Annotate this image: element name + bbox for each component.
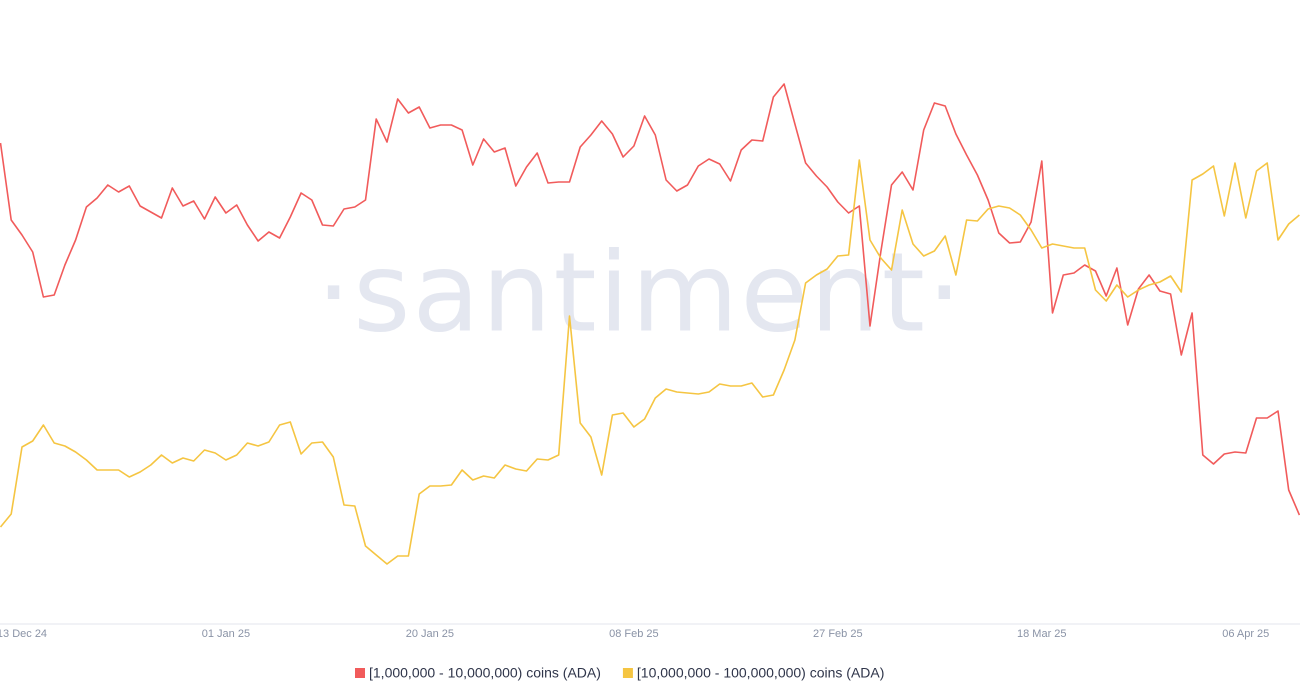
x-tick-label: 01 Jan 25 [202, 628, 250, 640]
x-tick-label: 18 Mar 25 [1017, 628, 1067, 640]
series-line [0, 83, 1300, 516]
series-line [0, 159, 1300, 565]
legend-label: [1,000,000 - 10,000,000) coins (ADA) [369, 665, 601, 681]
watermark: ·santiment· [316, 228, 964, 356]
legend-swatch [622, 668, 633, 678]
legend-swatch [355, 668, 365, 678]
x-tick-label: 20 Jan 25 [406, 628, 454, 640]
x-tick-label: 08 Feb 25 [609, 628, 659, 640]
x-tick-label: 13 Dec 24 [0, 628, 47, 640]
x-tick-label: 06 Apr 25 [1222, 628, 1269, 640]
legend-label: [10,000,000 - 100,000,000) coins (ADA) [637, 665, 885, 681]
x-tick-label: 27 Feb 25 [813, 628, 863, 640]
